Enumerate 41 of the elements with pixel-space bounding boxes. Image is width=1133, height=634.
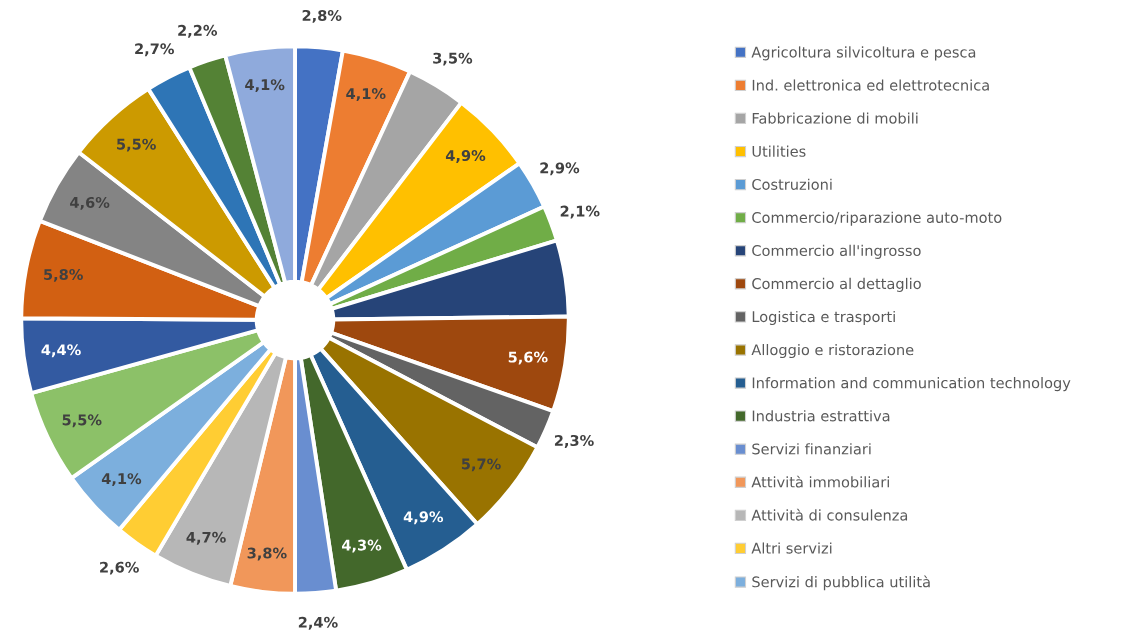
legend-label: Information and communication technology: [752, 377, 1071, 392]
data-label: 4,1%: [245, 79, 285, 93]
data-label: 2,7%: [135, 43, 174, 57]
data-label: 5,7%: [461, 458, 501, 472]
legend-label: Utilities: [752, 145, 806, 157]
data-label: 4,1%: [101, 473, 142, 487]
data-label: 4,6%: [70, 196, 110, 210]
data-label: 3,8%: [247, 547, 287, 561]
data-label: 4,1%: [346, 88, 386, 101]
legend-label: Servizi di pubblica utilità: [752, 575, 930, 591]
legend-label: Commercio all'ingrosso: [752, 244, 921, 259]
data-label: 4,3%: [341, 539, 382, 553]
legend-label: Altri servizi: [751, 542, 832, 554]
data-label: 2,1%: [560, 205, 600, 219]
legend-label: Ind. elettronica ed elettrotecnica: [752, 79, 989, 91]
legend-label: Commercio/riparazione auto-moto: [752, 211, 1002, 226]
data-label: 4,9%: [403, 511, 444, 525]
legend-label: Commercio al dettaglio: [752, 277, 921, 292]
data-label: 5,5%: [117, 138, 156, 152]
legend-label: Servizi finanziari: [752, 443, 871, 455]
legend-label: Logistica e trasporti: [752, 310, 895, 326]
data-label: 2,9%: [540, 162, 580, 176]
data-label: 2,6%: [100, 561, 139, 575]
data-label: 5,8%: [44, 268, 83, 282]
data-label: 4,7%: [186, 531, 226, 545]
data-label: 3,5%: [433, 52, 473, 66]
legend-label: Industria estrattiva: [752, 410, 890, 422]
data-label: 5,6%: [508, 351, 548, 365]
legend-label: Alloggio e ristorazione: [751, 343, 914, 359]
legend-label: Attività di consulenza: [751, 508, 908, 521]
legend-label: Agricoltura silvicoltura e pesca: [751, 46, 976, 61]
data-label: 4,9%: [445, 150, 486, 163]
data-label: 4,4%: [41, 344, 81, 358]
data-label: 2,3%: [554, 434, 594, 448]
data-label: 2,8%: [302, 9, 342, 23]
data-label: 2,4%: [298, 616, 338, 630]
data-label: 5,5%: [62, 414, 102, 428]
legend-label: Fabbricazione di mobili: [752, 112, 918, 124]
data-label: 2,2%: [178, 24, 218, 38]
legend-label: Attività immobiliari: [751, 475, 889, 488]
legend-label: Costruzioni: [752, 178, 832, 190]
